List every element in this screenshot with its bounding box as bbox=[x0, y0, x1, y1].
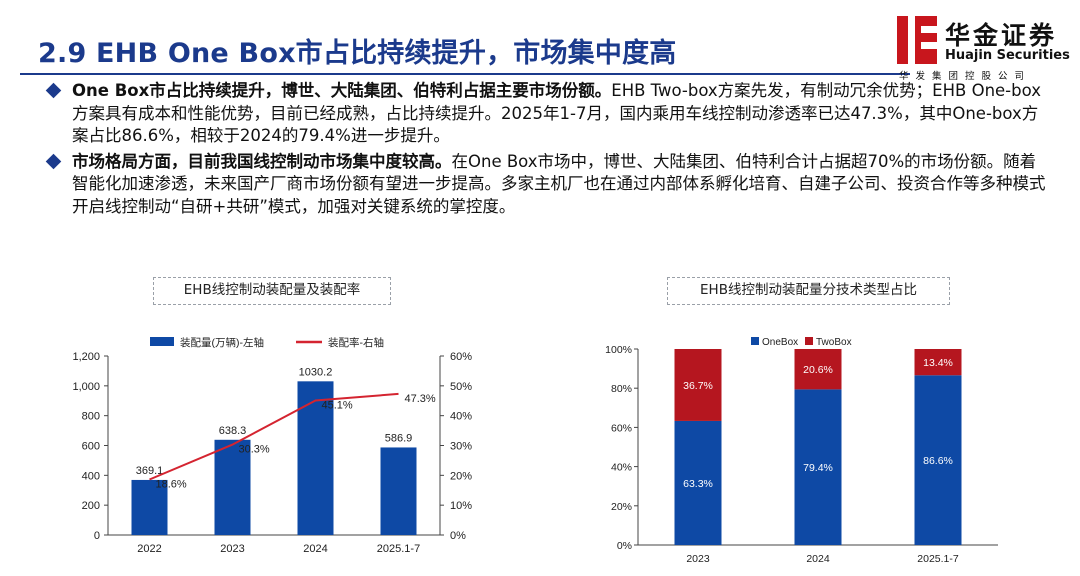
y-tick-label-right: 10% bbox=[450, 500, 472, 512]
bar bbox=[380, 447, 417, 535]
bullet-lead: One Box市占比持续提升，博世、大陆集团、伯特利占据主要市场份额。 bbox=[72, 81, 612, 100]
y-tick-label: 60% bbox=[611, 422, 632, 434]
x-tick-label: 2023 bbox=[220, 543, 244, 555]
bullet-lead: 市场格局方面，目前我国线控制动市场集中度较高。 bbox=[72, 151, 452, 171]
rate-line bbox=[149, 392, 399, 481]
line-data-label: 18.6% bbox=[156, 479, 187, 491]
bar-twobox bbox=[914, 349, 962, 376]
bar bbox=[214, 439, 251, 535]
y-tick-label-right: 0% bbox=[450, 530, 466, 542]
legend-label: OneBox bbox=[762, 337, 798, 348]
logo-tagline: 华发集团控股公司 bbox=[899, 71, 1032, 82]
bar-onebox bbox=[914, 375, 962, 545]
diamond-bullet-icon bbox=[45, 153, 62, 169]
y-tick-label: 40% bbox=[611, 462, 632, 474]
bar-onebox bbox=[674, 420, 722, 545]
line-data-label: 45.1% bbox=[322, 399, 353, 411]
bullet-text: 在One Box市场中，博世、大陆集团、伯特利合计占据超70%的市场份额。随着智… bbox=[72, 151, 1046, 216]
legend-swatch-twobox bbox=[805, 337, 813, 345]
twobox-data-label: 20.6% bbox=[803, 364, 833, 376]
logo-name-en: Huajin Securities bbox=[945, 48, 1070, 63]
bar-onebox bbox=[794, 389, 842, 545]
x-tick-label: 2025.1-7 bbox=[917, 553, 959, 565]
bar-twobox bbox=[674, 349, 722, 421]
y-tick-label: 20% bbox=[611, 501, 632, 513]
y-tick-label: 80% bbox=[611, 383, 632, 395]
y-tick-label-right: 40% bbox=[450, 411, 472, 423]
x-tick-label: 2025.1-7 bbox=[377, 543, 420, 555]
x-tick-label: 2024 bbox=[303, 543, 327, 555]
bullet-item: One Box市占比持续提升，博世、大陆集团、伯特利占据主要市场份额。EHB T… bbox=[45, 80, 1046, 148]
bar-data-label: 369.1 bbox=[136, 465, 164, 477]
y-tick-label-right: 20% bbox=[450, 470, 472, 482]
y-tick-label-right: 30% bbox=[450, 441, 472, 453]
bar-data-label: 586.9 bbox=[385, 432, 413, 444]
y-tick-label-left: 600 bbox=[82, 441, 100, 453]
title-divider bbox=[20, 73, 910, 75]
y-tick-label: 0% bbox=[617, 540, 632, 552]
bullet-list: One Box市占比持续提升，博世、大陆集团、伯特利占据主要市场份额。EHB T… bbox=[45, 80, 1046, 219]
legend-swatch-onebox bbox=[751, 337, 759, 345]
bar-data-label: 1030.2 bbox=[299, 366, 333, 378]
chart2-title: EHB线控制动装配量分技术类型占比 bbox=[667, 277, 950, 305]
x-tick-label: 2024 bbox=[806, 553, 830, 565]
bar bbox=[131, 479, 168, 535]
bullet-text: EHB Two-box方案先发，有制动冗余优势；EHB One-box方案具有成… bbox=[72, 81, 1041, 145]
bar-data-label: 638.3 bbox=[219, 425, 247, 437]
x-tick-label: 2022 bbox=[137, 543, 161, 555]
logo-name-cn: 华金证券 bbox=[945, 21, 1058, 50]
logo-mark-icon bbox=[897, 16, 937, 64]
legend-swatch-bar bbox=[150, 337, 174, 346]
page-title: 2.9 EHB One Box市占比持续提升，市场集中度高 bbox=[38, 38, 677, 69]
line-data-label: 30.3% bbox=[239, 444, 270, 456]
y-tick-label-left: 200 bbox=[82, 500, 100, 512]
bar-twobox bbox=[794, 349, 842, 390]
company-logo: 华金证券 Huajin Securities 华发集团控股公司 bbox=[893, 8, 1073, 84]
onebox-data-label: 63.3% bbox=[683, 478, 713, 490]
y-tick-label-right: 60% bbox=[450, 351, 472, 363]
y-tick-label-left: 400 bbox=[82, 470, 100, 482]
y-tick-label-left: 800 bbox=[82, 411, 100, 423]
y-tick-label-left: 1,200 bbox=[72, 351, 100, 363]
onebox-data-label: 79.4% bbox=[803, 462, 833, 474]
chart1-title: EHB线控制动装配量及装配率 bbox=[153, 277, 391, 305]
legend-label: TwoBox bbox=[816, 337, 852, 348]
y-tick-label: 100% bbox=[605, 344, 632, 356]
x-tick-label: 2023 bbox=[686, 553, 710, 565]
chart1-plot: 0 200 400 600 800 1,000 1,200 0% 10% 20% 30% 40% 50%… bbox=[72, 336, 472, 555]
y-tick-label-left: 0 bbox=[94, 530, 100, 542]
bullet-item: 市场格局方面，目前我国线控制动市场集中度较高。在One Box市场中，博世、大陆… bbox=[45, 151, 1046, 219]
diamond-bullet-icon bbox=[45, 82, 62, 99]
chart2-plot: 0% 20% 40% 60% 80% 100% 63.3% 36.7% 2023 79.4% 20.… bbox=[605, 337, 998, 565]
legend-label: 装配率-右轴 bbox=[328, 336, 384, 349]
line-data-label: 47.3% bbox=[405, 393, 436, 405]
y-tick-label-left: 1,000 bbox=[72, 381, 100, 393]
twobox-data-label: 13.4% bbox=[923, 357, 953, 369]
y-tick-label-right: 50% bbox=[450, 381, 472, 393]
onebox-data-label: 86.6% bbox=[923, 455, 953, 467]
twobox-data-label: 36.7% bbox=[683, 380, 713, 392]
legend-label: 装配量(万辆)-左轴 bbox=[180, 336, 264, 349]
